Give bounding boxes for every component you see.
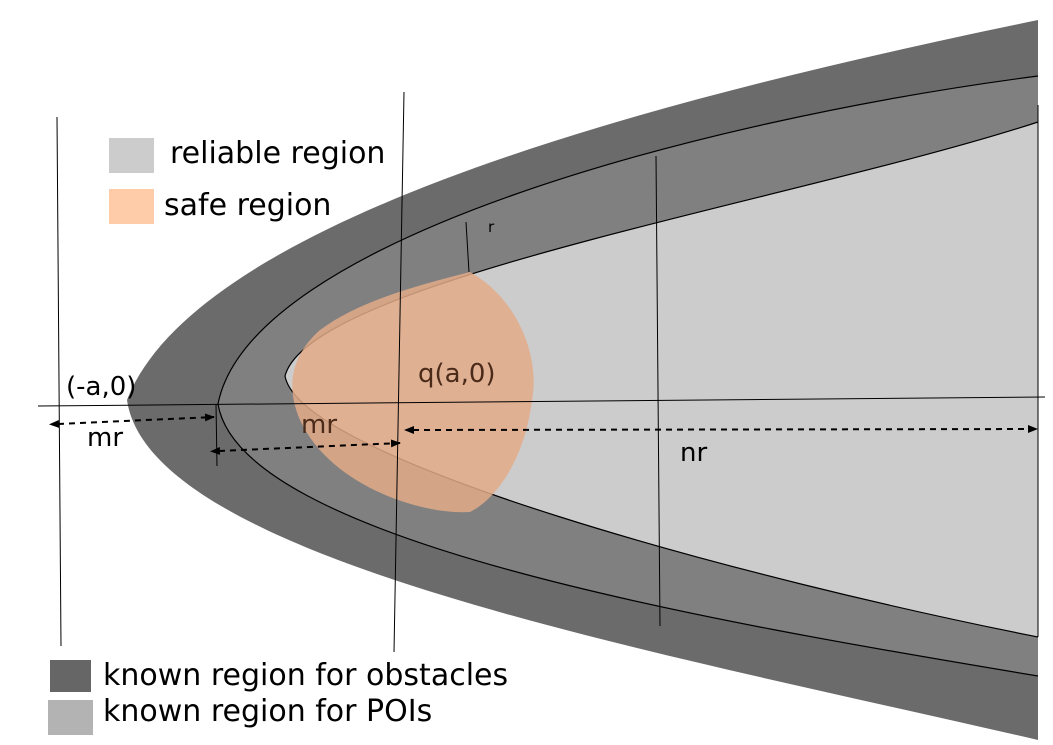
legend-label-safe: safe region	[164, 188, 331, 223]
vertical-tick-vertex	[215, 403, 218, 467]
legend-label-obstacles: known region for obstacles	[103, 658, 508, 693]
vertical-line-left	[56, 116, 62, 647]
middle-boundary	[217, 75, 1039, 677]
label-q: q(a,0)	[418, 359, 496, 389]
mr-arrow-middle	[210, 439, 401, 455]
nr-arrow	[404, 425, 1038, 434]
vertical-line-q	[393, 91, 405, 653]
legend-swatch-pois	[48, 700, 93, 735]
horizontal-axis	[37, 396, 1046, 407]
vertical-line-right	[655, 155, 661, 627]
reliable-region	[285, 122, 1038, 637]
legend-swatch-safe	[109, 189, 154, 224]
legend-swatch-obstacles	[50, 660, 91, 692]
label-neg-a: (-a,0)	[66, 372, 136, 402]
legend-label-pois: known region for POIs	[103, 694, 432, 729]
legend-label-reliable: reliable region	[170, 136, 385, 171]
label-mr-middle: mr	[301, 410, 337, 440]
inner-boundary	[284, 121, 1039, 638]
label-mr-left: mr	[87, 423, 123, 453]
r-width-line	[465, 221, 470, 273]
label-r: r	[488, 218, 495, 236]
mr-arrow-left	[49, 413, 215, 428]
label-nr: nr	[680, 438, 707, 468]
legend: reliable region safe region known region…	[48, 136, 508, 735]
legend-swatch-reliable	[109, 138, 154, 173]
